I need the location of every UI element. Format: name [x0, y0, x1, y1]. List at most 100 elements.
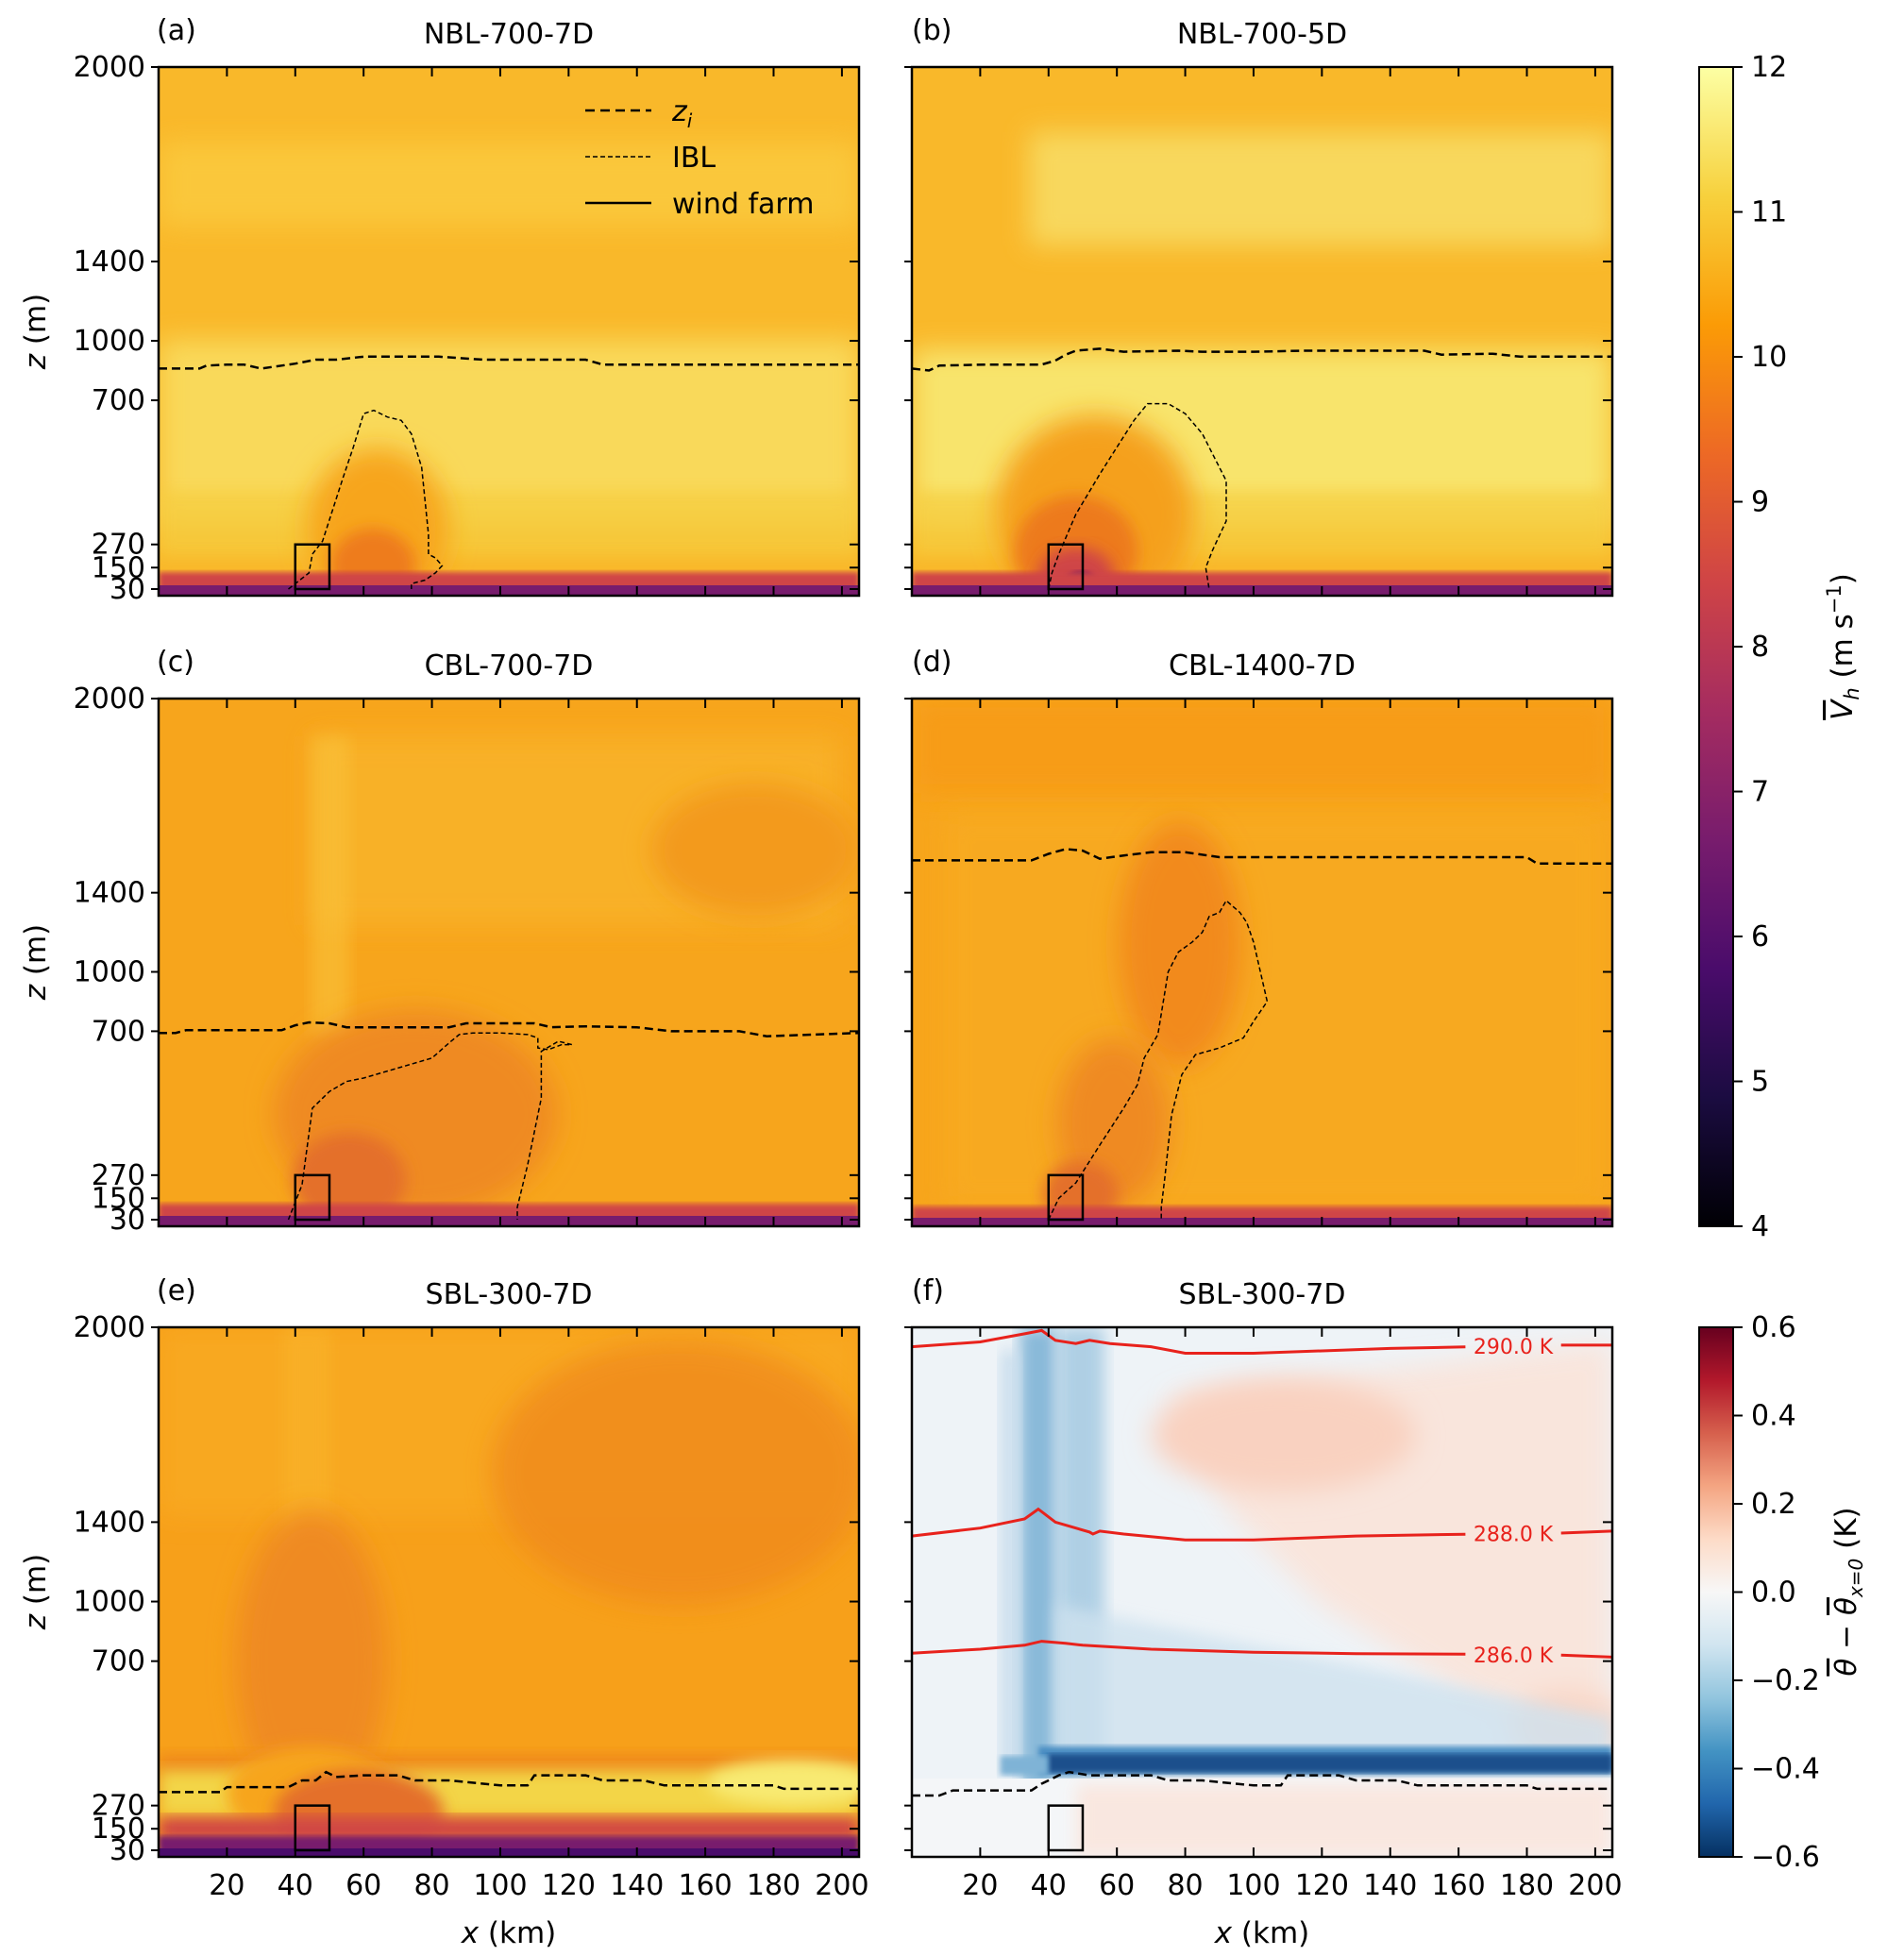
- y-tick-label-c-270: 270: [92, 1159, 145, 1192]
- x-tick-label-f-40: 40: [1031, 1869, 1067, 1902]
- x-tick-label-e-60: 60: [345, 1869, 381, 1902]
- panel-e: (e) SBL-300-7D: [157, 1274, 861, 1859]
- heatmap-e: [159, 1327, 859, 1857]
- panel-title-a: NBL-700-7D: [424, 18, 594, 51]
- y-tick-label-c-1000: 1000: [74, 956, 145, 989]
- y-tick-label-a-1000: 1000: [74, 325, 145, 358]
- x-tick-label-f-200: 200: [1568, 1869, 1622, 1902]
- zi-polyline-b: [911, 347, 1612, 372]
- x-tick-label-f-60: 60: [1099, 1869, 1135, 1902]
- x-tick-label-f-120: 120: [1295, 1869, 1349, 1902]
- zi-line-f: [912, 1770, 1612, 1797]
- legend-windfarm-label: wind farm: [672, 188, 814, 221]
- colorbar-vh-tick-label-7: 11: [1751, 196, 1787, 229]
- isotherm-label-0: 286.0 K: [1474, 1644, 1554, 1668]
- ibl-line-d: [1048, 899, 1269, 1221]
- colorbar-dtheta: −0.6−0.4−0.20.00.20.40.6 θ − θx=0 (K): [1698, 1311, 1867, 1874]
- colorbar-dtheta-tick-label-5: 0.4: [1751, 1400, 1796, 1433]
- ibl-line-c: [287, 1032, 573, 1221]
- y-tick-label-e-2000: 2000: [74, 1311, 145, 1344]
- panel-title-d: CBL-1400-7D: [1169, 649, 1356, 683]
- cb-vh-label-close: ): [1826, 573, 1860, 584]
- legend-ibl-label: IBL: [672, 142, 716, 175]
- y-title-unit-a: (m): [19, 294, 53, 354]
- isotherm-line-right-1: [1560, 1529, 1613, 1535]
- y-title-unit-c: (m): [19, 924, 53, 985]
- cb-dt-label-theta2: θ: [1829, 1597, 1863, 1615]
- y-tick-label-a-2000: 2000: [74, 51, 145, 84]
- cb-dt-label-theta1: θ: [1829, 1659, 1863, 1677]
- cb-dt-label-sub: x=0: [1845, 1559, 1867, 1598]
- heatmap-c: [159, 699, 859, 1226]
- colorbar-vh-tick-label-0: 4: [1751, 1210, 1769, 1243]
- zi-line-b: [911, 347, 1612, 372]
- isotherm-line-left-1: [911, 1507, 1466, 1542]
- zi-line-d: [912, 848, 1612, 866]
- colorbar-vh-tick-label-3: 7: [1751, 776, 1769, 809]
- colorbar-vh-label: Vh (m s−1): [1823, 573, 1863, 720]
- cb-dt-label-unit: (K): [1829, 1507, 1863, 1558]
- y-axis-title-a: z (m): [19, 294, 53, 371]
- y-tick-label-a-150: 150: [92, 551, 145, 584]
- legend: zi IBL wind farm: [585, 95, 814, 221]
- x-tick-label-e-140: 140: [610, 1869, 664, 1902]
- ibl-polyline-a: [288, 409, 444, 590]
- colorbar-vh-bar: [1698, 66, 1734, 1227]
- plot-frame-f: [910, 1325, 1614, 1859]
- colorbar-vh-tick-label-6: 10: [1751, 341, 1787, 374]
- heatmap-d: [912, 699, 1612, 1226]
- ibl-polyline-c: [287, 1032, 573, 1221]
- isotherm-line-left-0: [911, 1640, 1466, 1656]
- y-tick-label-c-30: 30: [110, 1204, 145, 1237]
- y-tick-label-e-270: 270: [92, 1790, 145, 1823]
- panel-f: (f) SBL-300-7D 286.0 K 288.0 K 290.0 K: [910, 1274, 1614, 1859]
- zi-polyline-a: [159, 355, 859, 370]
- wind-farm-box-b: [1047, 543, 1085, 591]
- isotherm-line-right-0: [1560, 1653, 1613, 1659]
- zi-polyline-c: [159, 1020, 860, 1037]
- y-tick-label-a-700: 700: [92, 384, 145, 417]
- panel-letter-f: (f): [912, 1274, 944, 1307]
- x-tick-label-f-100: 100: [1226, 1869, 1280, 1902]
- y-tick-label-c-1400: 1400: [74, 877, 145, 910]
- colorbar-dtheta-tick-label-0: −0.6: [1751, 1841, 1820, 1874]
- y-title-z-c: z: [19, 984, 53, 1001]
- y-tick-label-a-270: 270: [92, 529, 145, 562]
- colorbar-vh-tick-label-1: 5: [1751, 1066, 1769, 1099]
- y-tick-label-e-30: 30: [110, 1834, 145, 1867]
- y-axis-title-e: z (m): [19, 1554, 53, 1631]
- x-tick-label-e-200: 200: [815, 1869, 868, 1902]
- panel-b: (b) NBL-700-5D: [910, 14, 1614, 598]
- x-tick-label-e-40: 40: [278, 1869, 313, 1902]
- wind-farm-box-e: [294, 1804, 331, 1852]
- heatmap-b: [912, 67, 1612, 596]
- x-tick-label-f-160: 160: [1431, 1869, 1485, 1902]
- cb-vh-label-exp: −1: [1823, 584, 1845, 614]
- panel-letter-e: (e): [157, 1274, 196, 1307]
- y-title-z-e: z: [19, 1613, 53, 1630]
- colorbar-vh-ticks: 4 5 6 7 8 9 10 11 12: [1733, 51, 1787, 1243]
- plot-frame-b: [910, 65, 1614, 598]
- x-tick-label-f-180: 180: [1500, 1869, 1554, 1902]
- wind-farm-box-f: [1047, 1804, 1085, 1852]
- colorbar-vh: 4 5 6 7 8 9 10 11 12 Vh (m s−1): [1698, 51, 1863, 1243]
- cb-dt-label-minus: −: [1829, 1615, 1863, 1659]
- panel-letter-a: (a): [157, 14, 196, 47]
- x-title-x-e: x: [461, 1916, 480, 1950]
- colorbar-dtheta-tick-label-6: 0.6: [1751, 1311, 1796, 1344]
- zi-polyline-d: [912, 848, 1612, 866]
- panel-c: (c) CBL-700-7D: [157, 646, 861, 1228]
- plot-frame-d: [910, 697, 1614, 1228]
- x-title-unit-e: (km): [479, 1916, 556, 1950]
- ibl-line-a: [288, 409, 444, 590]
- colorbar-dtheta-tick-label-1: −0.4: [1751, 1753, 1820, 1786]
- x-tick-label-e-180: 180: [747, 1869, 800, 1902]
- isotherm-line-left-2: [911, 1328, 1466, 1355]
- x-tick-label-e-20: 20: [209, 1869, 244, 1902]
- y-tick-label-e-1000: 1000: [74, 1586, 145, 1619]
- zi-polyline-e: [159, 1770, 859, 1794]
- x-tick-label-f-140: 140: [1363, 1869, 1417, 1902]
- wind-farm-box-d: [1047, 1173, 1085, 1222]
- panel-title-b: NBL-700-5D: [1177, 18, 1347, 51]
- colorbar-dtheta-tick-label-4: 0.2: [1751, 1488, 1796, 1521]
